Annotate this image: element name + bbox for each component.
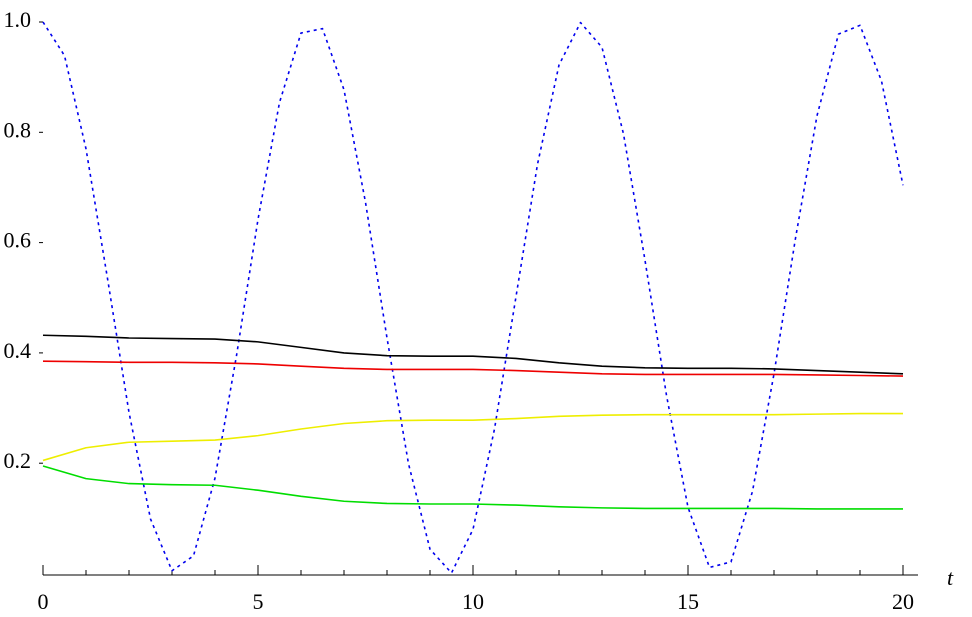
y-tick-label: 0.4 — [4, 338, 32, 363]
y-tick-label: 0.8 — [4, 117, 32, 142]
x-tick-label: 10 — [462, 589, 484, 614]
y-tick-label: 1.0 — [4, 7, 32, 32]
line-series — [42, 21, 904, 574]
line-series — [42, 465, 903, 510]
x-tick-label: 15 — [677, 589, 699, 614]
x-tick-label: 20 — [892, 589, 914, 614]
line-series — [42, 334, 904, 375]
x-tick-label: 0 — [38, 589, 49, 614]
y-tick-label: 0.2 — [4, 448, 32, 473]
x-tick-label: 5 — [253, 589, 264, 614]
x-axis-label: t — [947, 565, 954, 590]
y-tick-label: 0.6 — [4, 228, 32, 253]
line-series — [42, 360, 904, 377]
line-series — [42, 412, 903, 462]
